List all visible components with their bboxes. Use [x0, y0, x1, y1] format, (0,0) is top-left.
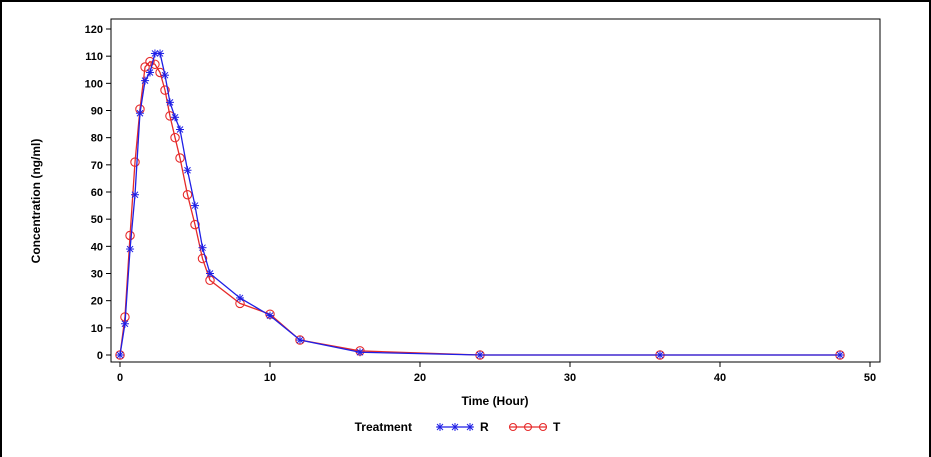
series-line-R — [119, 52, 840, 356]
data-point-R — [171, 113, 180, 122]
legend-label-R: R — [480, 420, 489, 434]
data-point-R — [120, 319, 129, 328]
y-tick-label: 50 — [91, 214, 103, 226]
x-tick-label: 20 — [414, 372, 426, 384]
y-tick-label: 90 — [91, 106, 103, 118]
x-tick-label: 50 — [864, 372, 876, 384]
x-tick-label: 30 — [564, 372, 576, 384]
data-point-R — [141, 76, 150, 85]
data-point-R — [206, 269, 214, 278]
data-point-T — [190, 219, 200, 230]
data-point-R — [656, 351, 664, 359]
legend: Treatment R T — [355, 420, 561, 434]
legend-label-T: T — [553, 420, 561, 434]
legend-marker — [538, 422, 548, 432]
data-point-T — [125, 230, 135, 241]
y-tick-label: 120 — [85, 24, 103, 36]
data-point-T — [295, 335, 305, 345]
y-tick-label: 40 — [91, 241, 103, 253]
data-point-R — [236, 293, 244, 302]
y-tick-label: 0 — [97, 350, 103, 362]
y-tick-label: 20 — [91, 296, 103, 308]
legend-item-R: R — [436, 420, 489, 434]
data-point-T — [197, 253, 208, 264]
data-point-T — [130, 157, 140, 167]
y-tick-label: 30 — [91, 269, 103, 281]
data-point-R — [135, 109, 144, 118]
x-axis-title: Time (Hour) — [461, 394, 528, 408]
data-point-R — [296, 336, 304, 345]
y-tick-label: 80 — [91, 133, 103, 145]
x-tick-label: 0 — [117, 372, 123, 384]
data-point-T — [160, 85, 170, 95]
data-point-R — [126, 245, 135, 254]
data-point-R — [146, 68, 154, 77]
plot-border — [110, 18, 881, 363]
legend-marker — [436, 423, 444, 431]
data-point-R — [356, 348, 364, 357]
data-point-R — [165, 98, 174, 107]
data-point-R — [476, 351, 484, 359]
data-point-R — [266, 311, 274, 320]
legend-marker — [451, 423, 459, 431]
legend-item-T: T — [508, 420, 561, 434]
legend-marker — [523, 422, 533, 432]
x-tick-label: 40 — [714, 372, 726, 384]
legend-title: Treatment — [355, 420, 412, 434]
y-tick-label: 60 — [91, 187, 103, 199]
y-tick-label: 10 — [91, 323, 103, 335]
data-point-R — [131, 190, 139, 199]
data-point-T — [145, 56, 155, 67]
legend-marker — [466, 423, 474, 431]
data-point-T — [115, 350, 125, 360]
data-point-R — [156, 49, 165, 58]
data-point-T — [182, 189, 193, 200]
data-point-R — [176, 125, 184, 134]
y-axis-title: Concentration (ng/ml) — [29, 139, 43, 264]
series-line-T — [119, 60, 840, 356]
legend-marker — [508, 422, 518, 432]
data-point-R — [836, 351, 844, 359]
x-tick-label: 10 — [264, 372, 276, 384]
y-tick-label: 110 — [85, 51, 103, 63]
data-point-R — [161, 71, 169, 80]
data-point-T — [150, 59, 160, 70]
data-point-T — [170, 132, 180, 143]
data-point-R — [198, 243, 207, 252]
data-point-R — [183, 166, 192, 175]
data-point-R — [191, 201, 199, 210]
y-tick-label: 70 — [91, 160, 103, 172]
data-point-R — [116, 351, 124, 359]
data-point-T — [140, 62, 150, 72]
y-tick-label: 100 — [85, 78, 103, 90]
data-point-T — [175, 153, 185, 163]
